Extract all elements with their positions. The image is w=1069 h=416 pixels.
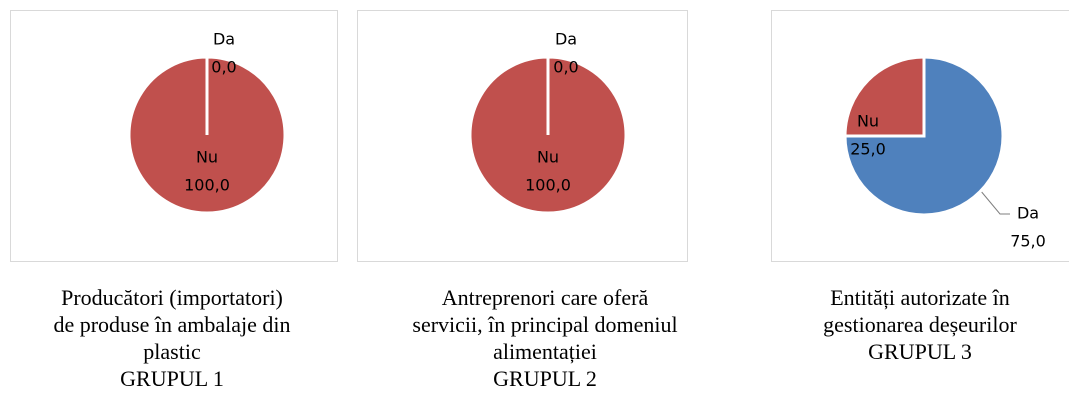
- value-label: 75,0: [1010, 232, 1046, 251]
- chart-caption: Producători (importatori): [61, 285, 283, 310]
- chart-caption: gestionarea deșeurilor: [823, 312, 1017, 337]
- pie-slice: [468, 55, 628, 215]
- chart-caption: Entități autorizate în: [830, 285, 1010, 310]
- chart-caption: GRUPUL 2: [493, 366, 597, 391]
- chart-caption: alimentației: [493, 339, 597, 364]
- slice-name: Nu: [537, 148, 559, 167]
- chart-caption: servicii, în principal domeniul: [412, 312, 677, 337]
- pie-slice: [127, 55, 287, 215]
- slice-name: Nu: [196, 148, 218, 167]
- chart-caption: Antreprenori care oferă: [442, 285, 649, 310]
- chart-caption: plastic: [143, 339, 201, 364]
- value-label: 25,0: [850, 140, 886, 159]
- chart-caption: de produse în ambalaje din: [53, 312, 290, 337]
- chart-caption: GRUPUL 1: [120, 366, 224, 391]
- slice-name: Da: [1017, 204, 1039, 223]
- slice-name: Da: [213, 30, 235, 49]
- pie-slice: [843, 55, 926, 138]
- chart-caption: GRUPUL 3: [868, 339, 972, 364]
- slice-name: Da: [555, 30, 577, 49]
- value-label: 100,0: [525, 176, 571, 195]
- value-label: 0,0: [553, 58, 578, 77]
- value-label: 100,0: [184, 176, 230, 195]
- value-label: 0,0: [211, 58, 236, 77]
- slice-name: Nu: [857, 112, 879, 131]
- leader-line: [979, 189, 1010, 215]
